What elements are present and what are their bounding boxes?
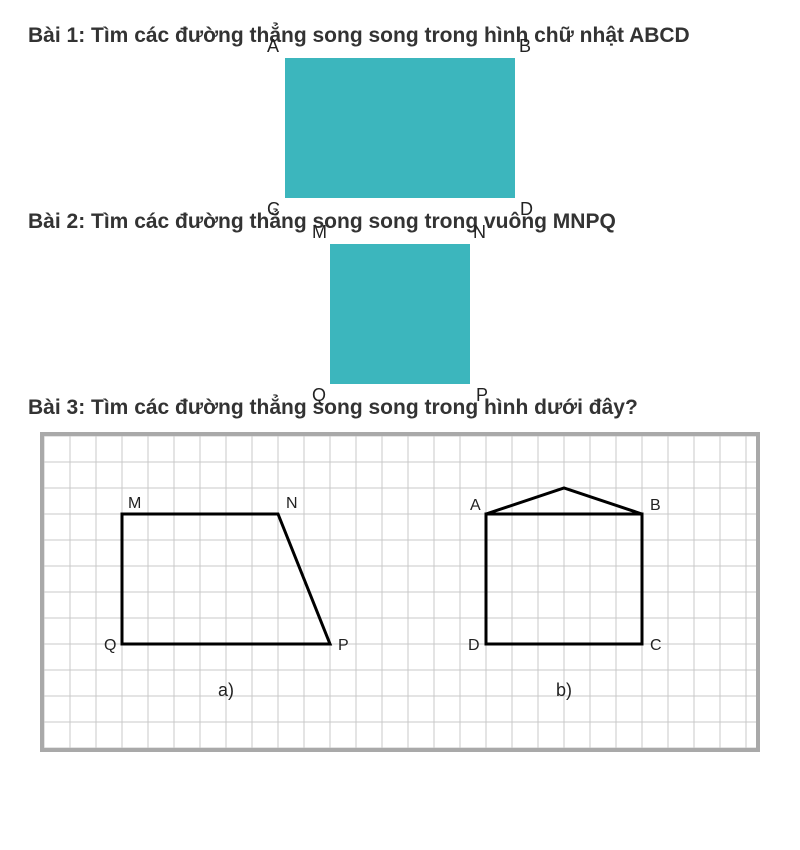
- label-A: A: [267, 36, 279, 57]
- svg-text:A: A: [470, 497, 481, 514]
- problem-3-panel: M N P Qa) A B C Db): [40, 432, 760, 752]
- rectangle-fill-1: [285, 58, 515, 198]
- svg-text:N: N: [286, 495, 298, 512]
- svg-text:D: D: [468, 637, 480, 654]
- problem-1-figure-wrap: A B C D: [28, 58, 772, 198]
- svg-text:Q: Q: [104, 637, 116, 654]
- label-B: B: [519, 36, 531, 57]
- rectangle-ABCD: A B C D: [285, 58, 515, 198]
- svg-text:C: C: [650, 637, 662, 654]
- problem-3-svg: M N P Qa) A B C Db): [40, 432, 760, 752]
- svg-text:b): b): [556, 680, 572, 700]
- svg-text:B: B: [650, 497, 661, 514]
- problem-2-figure-wrap: M N Q P: [28, 244, 772, 384]
- problem-2-heading: Bài 2: Tìm các đường thẳng song song tro…: [28, 210, 772, 234]
- problem-3-heading: Bài 3: Tìm các đường thẳng song song tro…: [28, 396, 772, 420]
- label-M: M: [312, 222, 327, 243]
- label-C: C: [267, 199, 280, 220]
- svg-text:P: P: [338, 637, 349, 654]
- label-Q: Q: [312, 385, 326, 406]
- svg-text:M: M: [128, 495, 141, 512]
- label-P: P: [476, 385, 488, 406]
- label-N: N: [473, 222, 486, 243]
- problem-1-heading: Bài 1: Tìm các đường thẳng song song tro…: [28, 24, 772, 48]
- worksheet-page: Bài 1: Tìm các đường thẳng song song tro…: [0, 0, 800, 850]
- label-D: D: [520, 199, 533, 220]
- svg-text:a): a): [218, 680, 234, 700]
- square-fill-2: [330, 244, 470, 384]
- square-MNPQ: M N Q P: [330, 244, 470, 384]
